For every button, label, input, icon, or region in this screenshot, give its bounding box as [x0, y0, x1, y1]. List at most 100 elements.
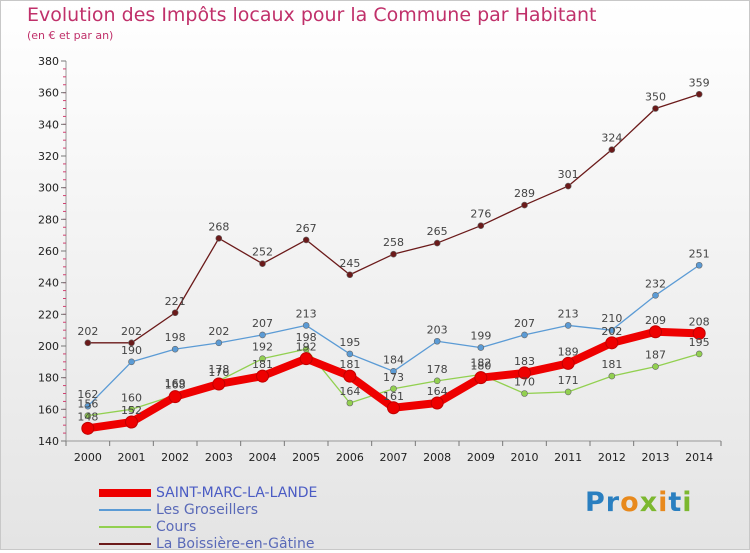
data-point [390, 385, 397, 393]
y-tick-label: 380 [38, 55, 59, 68]
data-point [84, 402, 92, 410]
data-label: 202 [208, 325, 229, 338]
x-tick-label: 2010 [511, 451, 539, 464]
x-tick-label: 2000 [74, 451, 102, 464]
data-point [695, 261, 703, 269]
x-tick-label: 2002 [161, 451, 189, 464]
data-point [256, 369, 269, 383]
x-tick-label: 2005 [292, 451, 320, 464]
x-tick-label: 2006 [336, 451, 364, 464]
data-label: 210 [601, 312, 622, 325]
data-label: 268 [208, 220, 229, 233]
data-point [215, 339, 223, 347]
data-label: 182 [470, 357, 491, 370]
data-label: 199 [470, 330, 491, 343]
data-label: 169 [165, 377, 186, 390]
legend-label: Les Groseillers [156, 502, 259, 518]
legend-swatch [99, 509, 151, 511]
data-label: 202 [121, 325, 142, 338]
data-point [259, 331, 266, 339]
data-point [128, 406, 135, 413]
data-point [521, 331, 528, 339]
data-point [695, 350, 703, 358]
data-label: 203 [427, 323, 448, 336]
data-label: 265 [427, 225, 448, 238]
data-point [564, 322, 572, 329]
data-label: 207 [252, 317, 273, 330]
data-point [561, 356, 575, 370]
legend-label: Cours [156, 519, 197, 535]
data-label: 164 [339, 385, 360, 398]
data-label: 178 [208, 363, 229, 376]
legend-swatch [99, 489, 151, 497]
data-point [564, 388, 572, 396]
data-point [518, 366, 531, 380]
series-0 [81, 325, 706, 435]
data-point [84, 412, 92, 419]
data-label: 232 [645, 277, 666, 290]
x-tick-label: 2012 [598, 451, 626, 464]
data-label: 359 [689, 76, 710, 89]
y-tick-label: 200 [38, 340, 59, 353]
data-label: 180 [470, 360, 491, 373]
data-label: 161 [383, 390, 404, 403]
data-point [259, 355, 266, 362]
data-point [521, 390, 528, 397]
data-point [564, 182, 572, 190]
data-point [81, 421, 95, 435]
data-point [168, 390, 182, 404]
data-point [128, 339, 135, 347]
data-label: 152 [121, 404, 142, 417]
data-label: 198 [296, 331, 317, 344]
data-point [346, 350, 354, 358]
data-label: 198 [165, 331, 186, 344]
y-tick-label: 360 [38, 87, 59, 100]
data-label: 187 [645, 349, 666, 362]
x-tick-label: 2011 [554, 451, 582, 464]
legend-swatch [99, 526, 151, 528]
data-label: 190 [121, 344, 142, 357]
legend-swatch [99, 543, 151, 545]
data-point [343, 369, 357, 383]
data-point [84, 339, 92, 347]
data-label: 202 [77, 325, 98, 338]
data-label: 221 [165, 295, 186, 308]
data-label: 276 [470, 208, 491, 221]
data-point [608, 146, 616, 153]
data-point [433, 239, 441, 247]
data-point [171, 345, 179, 353]
data-point [433, 377, 441, 385]
data-label: 189 [558, 345, 579, 358]
data-label: 162 [77, 388, 98, 401]
x-tick-label: 2007 [380, 451, 408, 464]
data-point [259, 260, 266, 267]
data-point [171, 309, 179, 317]
data-label: 267 [296, 222, 317, 235]
series-3 [84, 90, 703, 347]
data-point [128, 358, 135, 366]
x-tick-label: 2003 [205, 451, 233, 464]
proxiti-logo: Proxiti [585, 487, 693, 518]
data-label: 184 [383, 353, 404, 366]
data-label: 160 [121, 391, 142, 404]
data-label: 181 [601, 358, 622, 371]
y-tick-label: 300 [38, 182, 59, 195]
data-point [608, 372, 616, 380]
data-point [212, 377, 226, 391]
x-tick-label: 2001 [118, 451, 146, 464]
data-point [299, 352, 313, 366]
data-point [652, 292, 659, 299]
chart-subtitle: (en € et par an) [27, 29, 114, 42]
data-point [521, 201, 528, 209]
axes: 140 160 180 200 220 240 260 280 300 320 340 360 380 2… [38, 55, 722, 464]
data-label: 192 [296, 341, 317, 354]
data-label: 192 [252, 341, 273, 354]
y-tick-label: 140 [38, 435, 59, 448]
x-tick-label: 2004 [249, 451, 277, 464]
data-label: 168 [165, 379, 186, 392]
data-point [649, 325, 662, 339]
data-label: 350 [645, 91, 666, 104]
data-point [608, 326, 616, 334]
